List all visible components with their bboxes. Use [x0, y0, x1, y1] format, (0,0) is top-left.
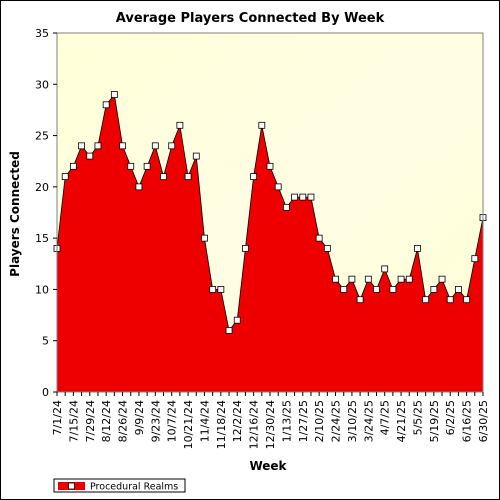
x-tick-label: 2/24/25: [330, 400, 343, 442]
x-tick-label: 7/29/24: [84, 400, 97, 442]
x-tick-label: 8/12/24: [100, 400, 113, 442]
data-point: [94, 142, 102, 150]
x-tick-label: 12/30/24: [264, 400, 277, 449]
data-point: [348, 275, 356, 283]
data-point: [266, 162, 274, 170]
series-area: [56, 93, 484, 393]
x-tick-label: 9/23/24: [149, 400, 162, 442]
data-point: [217, 286, 225, 293]
data-point: [373, 286, 380, 293]
data-point: [323, 244, 331, 252]
y-axis-title: Players Connected: [8, 151, 22, 277]
data-point: [127, 162, 135, 170]
data-point: [414, 244, 421, 252]
x-tick-label: 8/26/24: [117, 400, 130, 442]
data-point: [176, 121, 184, 129]
data-point: [389, 286, 397, 293]
data-point: [192, 152, 200, 160]
data-point: [143, 162, 151, 170]
x-tick-label: 6/30/25: [477, 400, 490, 442]
y-tick-label: 30: [35, 78, 49, 91]
x-tick-label: 10/21/24: [182, 400, 195, 449]
legend: Procedural Realms: [53, 478, 186, 493]
data-point: [135, 183, 143, 191]
data-point: [291, 193, 298, 201]
data-point: [250, 173, 258, 181]
data-point: [299, 193, 307, 201]
data-point: [168, 142, 176, 150]
data-point: [225, 327, 233, 334]
data-point: [356, 296, 364, 304]
x-tick-label: 5/19/25: [428, 400, 441, 442]
series-marker-layer: [53, 91, 487, 334]
data-point: [332, 275, 339, 283]
data-point: [438, 275, 446, 283]
series-area-layer: [56, 93, 484, 393]
x-tick-label: 7/1/24: [51, 400, 64, 435]
data-point: [184, 173, 192, 181]
y-tick-label: 0: [42, 386, 49, 399]
data-point: [405, 275, 413, 283]
x-tick-label: 2/10/25: [313, 400, 326, 442]
data-point: [160, 173, 167, 181]
data-point: [422, 296, 430, 304]
data-point: [282, 203, 290, 211]
chart-title: Average Players Connected By Week: [116, 11, 385, 26]
x-tick-label: 12/16/24: [248, 400, 261, 449]
x-tick-label: 9/9/24: [133, 400, 146, 435]
data-point: [463, 296, 471, 304]
data-point: [151, 142, 159, 150]
data-point: [340, 286, 348, 293]
data-point: [381, 265, 389, 273]
data-point: [201, 234, 208, 242]
x-tick-label: 1/27/25: [297, 400, 310, 442]
x-tick-label: 10/7/24: [166, 400, 179, 442]
y-tick-label: 35: [35, 27, 49, 40]
x-tick-label: 11/18/24: [215, 400, 228, 449]
legend-marker: [68, 482, 75, 490]
y-tick-label: 20: [35, 181, 49, 194]
y-tick-label: 5: [42, 335, 49, 348]
x-tick-label: 3/24/25: [362, 400, 375, 442]
data-point: [455, 286, 462, 293]
x-tick-label: 1/13/25: [280, 400, 293, 442]
data-point: [61, 173, 69, 181]
data-point: [274, 183, 282, 191]
x-axis-title: Week: [249, 459, 287, 473]
legend-box: [53, 478, 186, 493]
x-axis: 7/1/24 7/15/24 7/29/24 8/12/24 8/26/24 9/9/24…: [51, 392, 490, 449]
x-tick-label: 4/21/25: [395, 400, 408, 442]
y-tick-label: 25: [35, 130, 49, 143]
x-tick-label: 3/10/25: [346, 400, 359, 442]
x-tick-label: 11/4/24: [198, 400, 211, 442]
data-point: [209, 286, 217, 293]
data-point: [78, 142, 85, 150]
x-tick-label: 5/5/25: [411, 400, 424, 435]
legend-label: Procedural Realms: [90, 482, 178, 493]
data-point: [315, 234, 323, 242]
data-point: [430, 286, 438, 293]
y-tick-label: 15: [35, 232, 49, 245]
data-point: [471, 255, 479, 263]
x-tick-label: 6/16/25: [461, 400, 474, 442]
y-tick-label: 10: [35, 283, 49, 296]
data-point: [446, 296, 454, 304]
data-point: [233, 316, 241, 324]
data-point: [307, 193, 315, 201]
x-tick-label: 7/15/24: [67, 400, 80, 442]
data-point: [119, 142, 126, 150]
data-point: [397, 275, 405, 283]
x-tick-label: 4/7/25: [379, 400, 392, 435]
x-tick-label: 6/2/25: [444, 400, 457, 435]
data-point: [242, 244, 249, 252]
data-point: [102, 101, 110, 109]
x-tick-label: 12/2/24: [231, 400, 244, 442]
data-point: [364, 275, 372, 283]
data-point: [110, 91, 118, 98]
data-point: [258, 121, 266, 129]
data-point: [69, 162, 77, 170]
data-point: [86, 152, 94, 160]
y-axis: 0 5 10 15 20 25 30 35: [35, 27, 57, 399]
